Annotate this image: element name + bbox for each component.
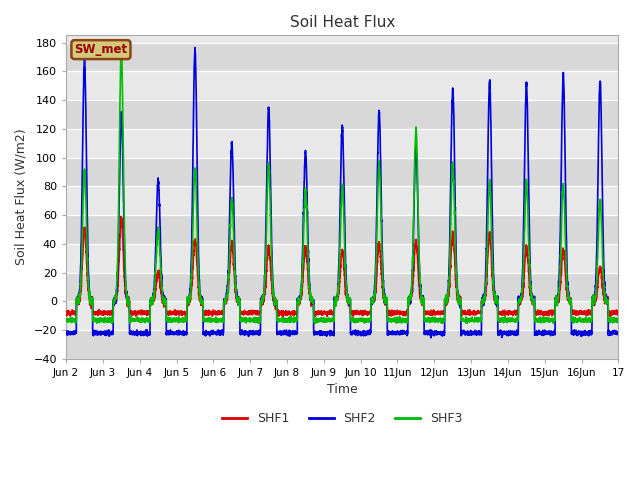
Line: SHF1: SHF1 — [66, 216, 618, 317]
SHF1 — [614, 310, 622, 316]
Legend: SHF1, SHF2, SHF3: SHF1, SHF2, SHF3 — [218, 407, 467, 430]
Line: SHF2: SHF2 — [66, 48, 618, 338]
SHF2 — [498, 330, 506, 336]
Bar — [66, 186, 618, 215]
SHF2 — [62, 331, 70, 336]
Bar — [66, 129, 618, 157]
Line: SHF3: SHF3 — [66, 48, 618, 324]
SHF2 — [322, 330, 330, 336]
SHF1 — [117, 214, 125, 219]
SHF1 — [322, 311, 330, 317]
SHF2 — [614, 331, 622, 337]
SHF1 — [62, 311, 70, 317]
SHF2 — [467, 329, 474, 335]
SHF1 — [614, 312, 621, 317]
SHF3 — [72, 321, 79, 326]
Bar — [66, 301, 618, 330]
SHF1 — [467, 311, 474, 316]
Y-axis label: Soil Heat Flux (W/m2): Soil Heat Flux (W/m2) — [15, 129, 28, 265]
Bar — [66, 330, 618, 359]
SHF3 — [436, 315, 444, 321]
Text: SW_met: SW_met — [74, 43, 127, 56]
SHF3 — [162, 298, 170, 304]
SHF3 — [62, 318, 70, 324]
Bar — [66, 215, 618, 244]
Bar — [66, 43, 618, 72]
SHF2 — [436, 330, 444, 336]
Bar — [66, 157, 618, 186]
SHF3 — [614, 317, 622, 323]
SHF3 — [467, 316, 474, 322]
SHF2 — [161, 300, 169, 306]
SHF2 — [191, 45, 199, 50]
SHF1 — [162, 298, 170, 304]
Bar — [66, 100, 618, 129]
Title: Soil Heat Flux: Soil Heat Flux — [289, 15, 395, 30]
SHF1 — [498, 309, 506, 315]
Bar — [66, 244, 618, 273]
SHF3 — [322, 316, 330, 322]
Bar — [66, 72, 618, 100]
SHF1 — [436, 311, 444, 317]
SHF3 — [498, 317, 506, 323]
SHF1 — [279, 314, 287, 320]
SHF2 — [427, 335, 435, 341]
SHF3 — [118, 45, 125, 51]
Bar — [66, 273, 618, 301]
X-axis label: Time: Time — [327, 384, 358, 396]
SHF3 — [614, 318, 621, 324]
SHF2 — [614, 330, 621, 336]
